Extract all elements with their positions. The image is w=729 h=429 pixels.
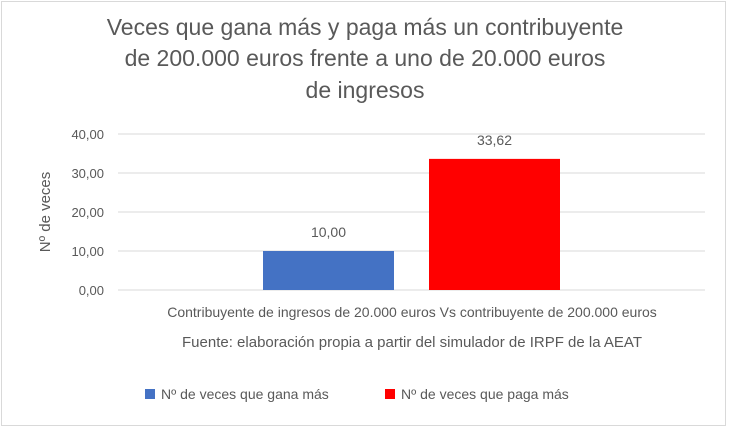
legend-label-series-1: Nº de veces que gana más bbox=[161, 386, 329, 402]
y-tick-label: 30,00 bbox=[71, 166, 104, 181]
y-tick-label: 0,00 bbox=[79, 283, 104, 298]
legend: Nº de veces que gana más Nº de veces que… bbox=[145, 386, 569, 402]
chart-title-line-2: de 200.000 euros frente a uno de 20.000 … bbox=[125, 45, 606, 71]
y-tick-label: 10,00 bbox=[71, 244, 104, 259]
data-label-series-2: 33,62 bbox=[477, 132, 512, 148]
y-tick-label: 20,00 bbox=[71, 205, 104, 220]
x-axis-title: Fuente: elaboración propia a partir del … bbox=[182, 334, 642, 351]
legend-swatch-series-2 bbox=[385, 389, 395, 399]
y-axis-title: Nº de veces bbox=[37, 172, 54, 253]
x-category-label: Contribuyente de ingresos de 20.000 euro… bbox=[167, 304, 657, 320]
y-tick-labels: 0,00 10,00 20,00 30,00 40,00 bbox=[71, 127, 104, 298]
y-tick-label: 40,00 bbox=[71, 127, 104, 142]
gridlines bbox=[118, 133, 705, 291]
legend-label-series-2: Nº de veces que paga más bbox=[401, 386, 569, 402]
data-label-series-1: 10,00 bbox=[311, 224, 346, 240]
chart-title-line-3: de ingresos bbox=[306, 77, 425, 103]
chart-title-line-1: Veces que gana más y paga más un contrib… bbox=[107, 14, 624, 40]
legend-swatch-series-1 bbox=[145, 389, 155, 399]
bar-series-2 bbox=[429, 158, 560, 290]
bar-series-1 bbox=[263, 251, 394, 290]
